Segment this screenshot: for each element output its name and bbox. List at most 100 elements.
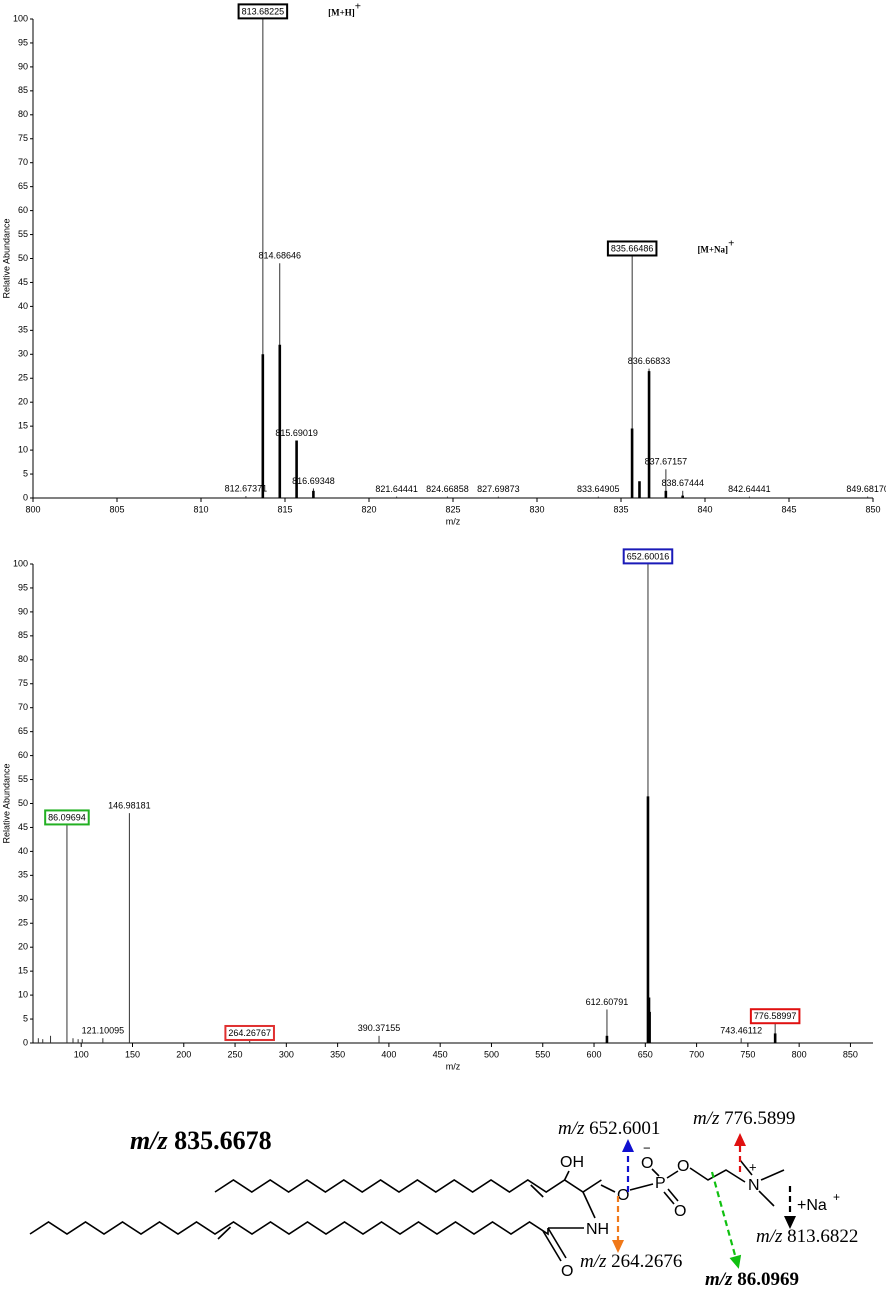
fragment-prefix: m/z [693, 1108, 720, 1129]
x-tick-label: 200 [176, 1049, 191, 1059]
x-tick-label: 700 [689, 1049, 704, 1059]
annotation: [M+Na]+ [697, 237, 734, 255]
atom: O [677, 1158, 689, 1175]
y-tick-label: 35 [18, 325, 28, 335]
fragment-label: m/z 652.6001 [558, 1118, 660, 1139]
x-tick-label: 820 [361, 504, 376, 514]
peak-label: 812.67371 [225, 483, 268, 493]
alkyl-chain [214, 1179, 602, 1193]
y-tick-label: 95 [18, 37, 28, 47]
peak-label: 815.69019 [275, 428, 318, 438]
annotation-text: [M+H] [328, 7, 355, 17]
peak-label-box [237, 3, 289, 20]
annotation-superscript: + [728, 237, 734, 249]
peak-label: 743.46112 [720, 1026, 762, 1036]
arrow-head [784, 1216, 796, 1229]
fragment-label: m/z 86.0969 [705, 1269, 799, 1290]
fragment-prefix: m/z [705, 1269, 733, 1290]
y-tick-label: 20 [18, 942, 28, 952]
y-tick-label: 40 [18, 301, 28, 311]
y-tick-label: 30 [18, 894, 28, 904]
fragment-mass: 652.6001 [589, 1118, 660, 1139]
peak-label: 121.10095 [82, 1026, 125, 1036]
peak-label: 838.67444 [661, 478, 704, 488]
y-tick-label: 95 [18, 582, 28, 592]
peak-label: 833.64905 [577, 484, 620, 494]
bond [651, 1168, 660, 1177]
x-tick-label: 840 [697, 504, 712, 514]
peak-label: 813.68225 [242, 6, 285, 16]
precursor-prefix: m/z [130, 1126, 168, 1155]
y-tick-label: 15 [18, 966, 28, 976]
annotation-superscript: + [355, 0, 361, 12]
x-tick-label: 400 [381, 1049, 396, 1059]
bond [547, 1227, 567, 1259]
y-tick-label: 90 [18, 606, 28, 616]
atom: NH [586, 1221, 609, 1238]
x-tick-label: 150 [125, 1049, 140, 1059]
bond [758, 1190, 775, 1207]
y-tick-label: 80 [18, 109, 28, 119]
y-tick-label: 50 [18, 253, 28, 263]
peak-label: 814.68646 [258, 251, 301, 261]
y-tick-label: 100 [13, 558, 28, 568]
x-tick-label: 450 [433, 1049, 448, 1059]
fragment-label: m/z 813.6822 [756, 1226, 858, 1247]
atom: + [833, 1190, 840, 1204]
y-tick-label: 30 [18, 349, 28, 359]
x-tick-label: 750 [740, 1049, 755, 1059]
bond [563, 1170, 570, 1181]
atom: O [617, 1187, 629, 1204]
atom: + [749, 1159, 757, 1174]
y-tick-label: 25 [18, 918, 28, 928]
y-tick-label: 0 [23, 492, 28, 502]
atom: O [641, 1155, 653, 1172]
arrow-head [612, 1240, 624, 1253]
peak-label: 612.60791 [586, 997, 629, 1007]
bond [600, 1184, 616, 1193]
y-tick-label: 65 [18, 181, 28, 191]
peak-label-box [44, 809, 90, 826]
x-tick-label: 650 [638, 1049, 653, 1059]
y-tick-label: 45 [18, 277, 28, 287]
x-tick-label: 805 [109, 504, 124, 514]
x-tick-label: 350 [330, 1049, 345, 1059]
bond [629, 1183, 654, 1191]
peak-label: 842.64441 [728, 484, 771, 494]
fragment-prefix: m/z [580, 1251, 607, 1272]
peak-label: 264.26767 [228, 1028, 271, 1038]
bond [663, 1191, 675, 1205]
y-tick-label: 20 [18, 397, 28, 407]
y-tick-label: 65 [18, 726, 28, 736]
peak-label: 86.09694 [48, 812, 86, 822]
atom: OH [560, 1154, 584, 1171]
atom: O [561, 1263, 573, 1280]
y-tick-label: 75 [18, 133, 28, 143]
x-tick-label: 800 [792, 1049, 807, 1059]
x-tick-label: 800 [25, 504, 40, 514]
y-tick-label: 35 [18, 870, 28, 880]
peak-label: 146.98181 [108, 800, 151, 810]
y-tick-label: 10 [18, 444, 28, 454]
atom: +Na [797, 1197, 827, 1214]
y-tick-label: 60 [18, 205, 28, 215]
x-tick-label: 300 [279, 1049, 294, 1059]
peak-label-box [749, 1008, 801, 1025]
precursor-mass: 835.6678 [174, 1126, 272, 1155]
annotation-text: [M+Na] [697, 245, 728, 255]
y-tick-label: 5 [23, 1013, 28, 1023]
x-tick-label: 500 [484, 1049, 499, 1059]
x-tick-label: 850 [843, 1049, 858, 1059]
x-tick-label: 850 [865, 504, 880, 514]
fragment-mass: 776.5899 [724, 1108, 795, 1129]
x-tick-label: 600 [587, 1049, 602, 1059]
fragment-mass: 264.2676 [611, 1251, 682, 1272]
peak-label: 816.69348 [292, 476, 335, 486]
peak-label: 835.66486 [611, 243, 654, 253]
peak-label: 837.67157 [645, 457, 688, 467]
precursor-label: m/z 835.6678 [130, 1126, 272, 1155]
y-tick-label: 50 [18, 798, 28, 808]
double-bond [530, 1184, 544, 1198]
bond [689, 1167, 746, 1183]
